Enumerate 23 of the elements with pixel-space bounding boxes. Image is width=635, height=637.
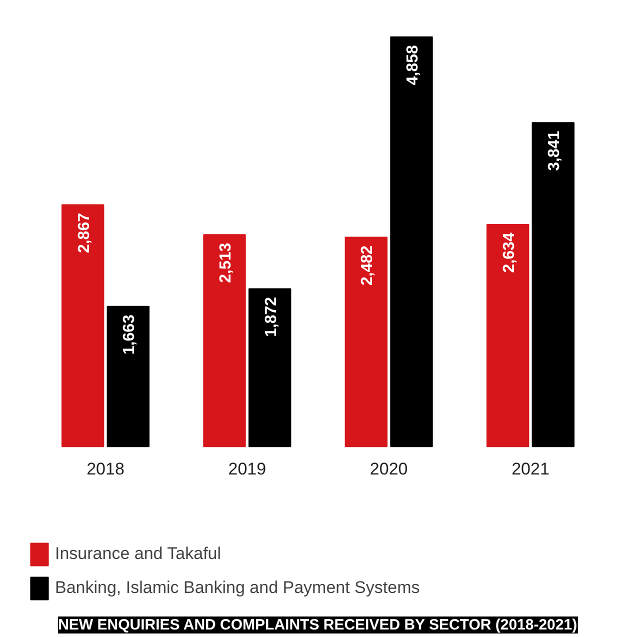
bar xyxy=(390,36,433,448)
bar xyxy=(203,234,246,448)
bar xyxy=(106,306,150,448)
data-label: 4,858 xyxy=(404,44,422,86)
data-label: 2,513 xyxy=(218,242,234,283)
bar xyxy=(248,288,292,448)
text: NEW ENQUIRIES AND COMPLAINTS RECEIVED BY SECTOR (2018-2021) xyxy=(58,616,578,634)
x-tick-label: 2019 xyxy=(228,460,266,479)
x-tick-label: 2018 xyxy=(86,460,124,479)
data-label: 2,867 xyxy=(76,212,93,254)
x-tick-label: 2020 xyxy=(370,460,408,479)
legend-label: Insurance and Takaful xyxy=(55,544,222,564)
bar xyxy=(486,224,530,448)
data-label: 1,872 xyxy=(262,296,280,337)
data-label: 2,634 xyxy=(500,232,518,273)
legend-label: Banking, Islamic Banking and Payment Systems xyxy=(55,578,420,598)
x-tick-label: 2021 xyxy=(512,460,550,479)
bar xyxy=(532,122,575,448)
data-label: 1,663 xyxy=(121,314,138,355)
data-label: 3,841 xyxy=(546,130,564,171)
bar xyxy=(61,204,104,448)
data-label: 2,482 xyxy=(359,245,376,286)
bar xyxy=(344,236,388,448)
